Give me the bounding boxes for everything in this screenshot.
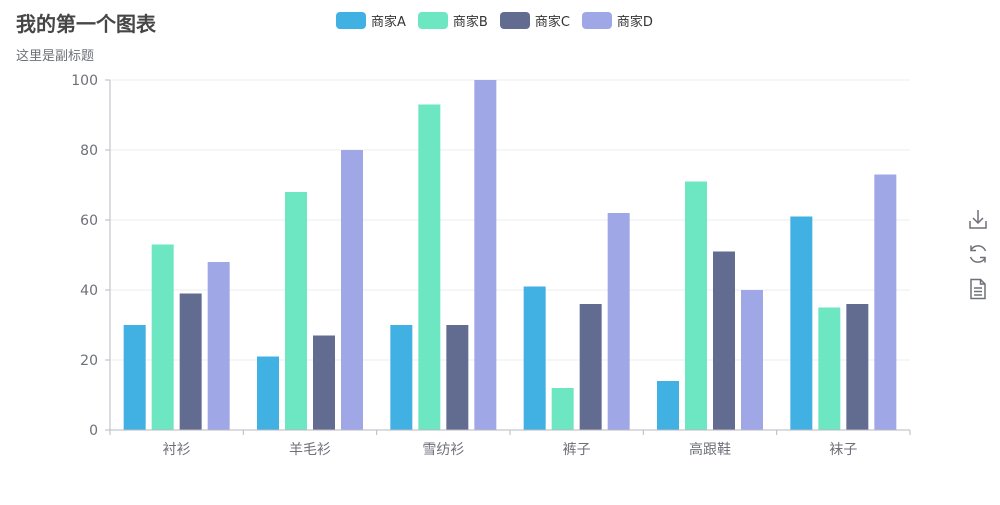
- bar-3-5: [713, 251, 735, 430]
- legend-label-b: 商家B: [452, 14, 488, 30]
- x-tick-label: 雪纺衫: [422, 442, 464, 458]
- legend-label-d: 商家D: [616, 14, 653, 30]
- bar-4-2: [341, 150, 363, 430]
- bar-2-5: [685, 181, 707, 430]
- y-tick-label: 20: [80, 353, 98, 369]
- legend-swatch-d: [581, 11, 612, 29]
- chart-subtitle: 这里是副标题: [16, 49, 95, 64]
- legend-label-c: 商家C: [534, 14, 570, 30]
- bar-2-4: [551, 388, 574, 430]
- legend-swatch-c: [499, 11, 530, 29]
- y-tick-label: 40: [80, 283, 98, 299]
- legend-swatch-b: [417, 11, 448, 29]
- x-tick-label: 羊毛衫: [289, 442, 331, 458]
- legend-item-c[interactable]: 商家C: [499, 11, 570, 30]
- bar-4-5: [741, 290, 763, 430]
- bar-3-3: [446, 325, 469, 430]
- x-tick-label: 高跟鞋: [689, 441, 731, 458]
- legend-item-d[interactable]: 商家D: [581, 11, 653, 30]
- bar-3-4: [579, 304, 602, 430]
- x-tick-label: 袜子: [829, 442, 857, 458]
- bar-4-6: [874, 174, 897, 430]
- bar-1-6: [790, 216, 813, 430]
- legend-swatch-a: [336, 11, 366, 29]
- legend: 商家A 商家B 商家C 商家D: [336, 10, 665, 30]
- bar-4-4: [607, 213, 630, 430]
- bar-1-4: [523, 286, 546, 430]
- y-tick-label: 80: [80, 143, 98, 159]
- x-tick-label: 衬衫: [163, 442, 191, 458]
- save-as-image-icon[interactable]: [966, 207, 990, 231]
- bar-3-6: [846, 304, 869, 430]
- legend-label-a: 商家A: [371, 14, 406, 30]
- legend-item-b[interactable]: 商家B: [417, 11, 488, 30]
- chart-title: 我的第一个图表: [16, 12, 156, 36]
- data-view-icon[interactable]: [966, 277, 990, 301]
- bar-1-2: [257, 356, 279, 430]
- bar-2-6: [818, 307, 841, 430]
- bar-1-1: [123, 325, 146, 430]
- bar-2-3: [418, 104, 441, 430]
- bar-4-1: [207, 262, 230, 430]
- bar-1-3: [390, 325, 413, 430]
- bar-3-1: [179, 293, 202, 430]
- x-tick-label: 裤子: [563, 442, 591, 458]
- bar-1-5: [657, 381, 679, 430]
- y-tick-label: 0: [89, 423, 98, 439]
- bar-3-2: [313, 335, 335, 430]
- bar-2-2: [285, 192, 307, 430]
- bar-4-3: [474, 80, 497, 430]
- legend-item-a[interactable]: 商家A: [336, 11, 406, 30]
- y-tick-label: 60: [80, 213, 98, 229]
- restore-icon[interactable]: [966, 242, 990, 266]
- bar-2-1: [151, 244, 174, 430]
- y-tick-label: 100: [71, 73, 98, 89]
